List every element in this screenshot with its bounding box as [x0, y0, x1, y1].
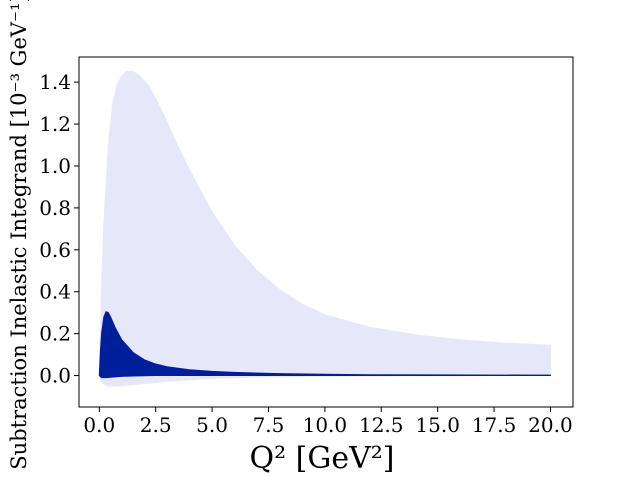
x-tick-label: 7.5 [253, 413, 285, 437]
y-axis-ticks: 0.0 0.2 0.4 0.6 0.8 1.0 1.2 1.4 [39, 70, 79, 388]
x-tick-label: 17.5 [472, 413, 517, 437]
x-tick-label: 2.5 [140, 413, 172, 437]
x-tick-label: 10.0 [303, 413, 348, 437]
x-axis-label: Q² [GeV²] [250, 441, 395, 476]
x-tick-label: 12.5 [359, 413, 404, 437]
y-tick-label: 1.0 [39, 154, 71, 178]
plot-frame [78, 56, 574, 408]
data-bands [98, 71, 551, 387]
y-tick-label: 1.4 [39, 70, 71, 94]
y-tick-label: 0.4 [39, 280, 71, 304]
x-tick-label: 0.0 [83, 413, 115, 437]
outer-band [98, 71, 551, 387]
y-tick-label: 0.8 [39, 196, 71, 220]
y-tick-label: 0.6 [39, 238, 71, 262]
y-tick-label: 0.2 [39, 322, 71, 346]
x-tick-label: 20.0 [528, 413, 573, 437]
x-tick-label: 15.0 [415, 413, 460, 437]
inner-band [98, 310, 551, 379]
y-tick-label: 1.2 [39, 112, 71, 136]
x-axis-ticks: 0.0 2.5 5.0 7.5 10.0 12.5 15.0 17.5 20.0 [83, 407, 573, 437]
y-tick-label: 0.0 [39, 364, 71, 388]
x-tick-label: 5.0 [196, 413, 228, 437]
y-axis-label: Subtraction Inelastic Integrand [10⁻³ Ge… [7, 0, 31, 470]
